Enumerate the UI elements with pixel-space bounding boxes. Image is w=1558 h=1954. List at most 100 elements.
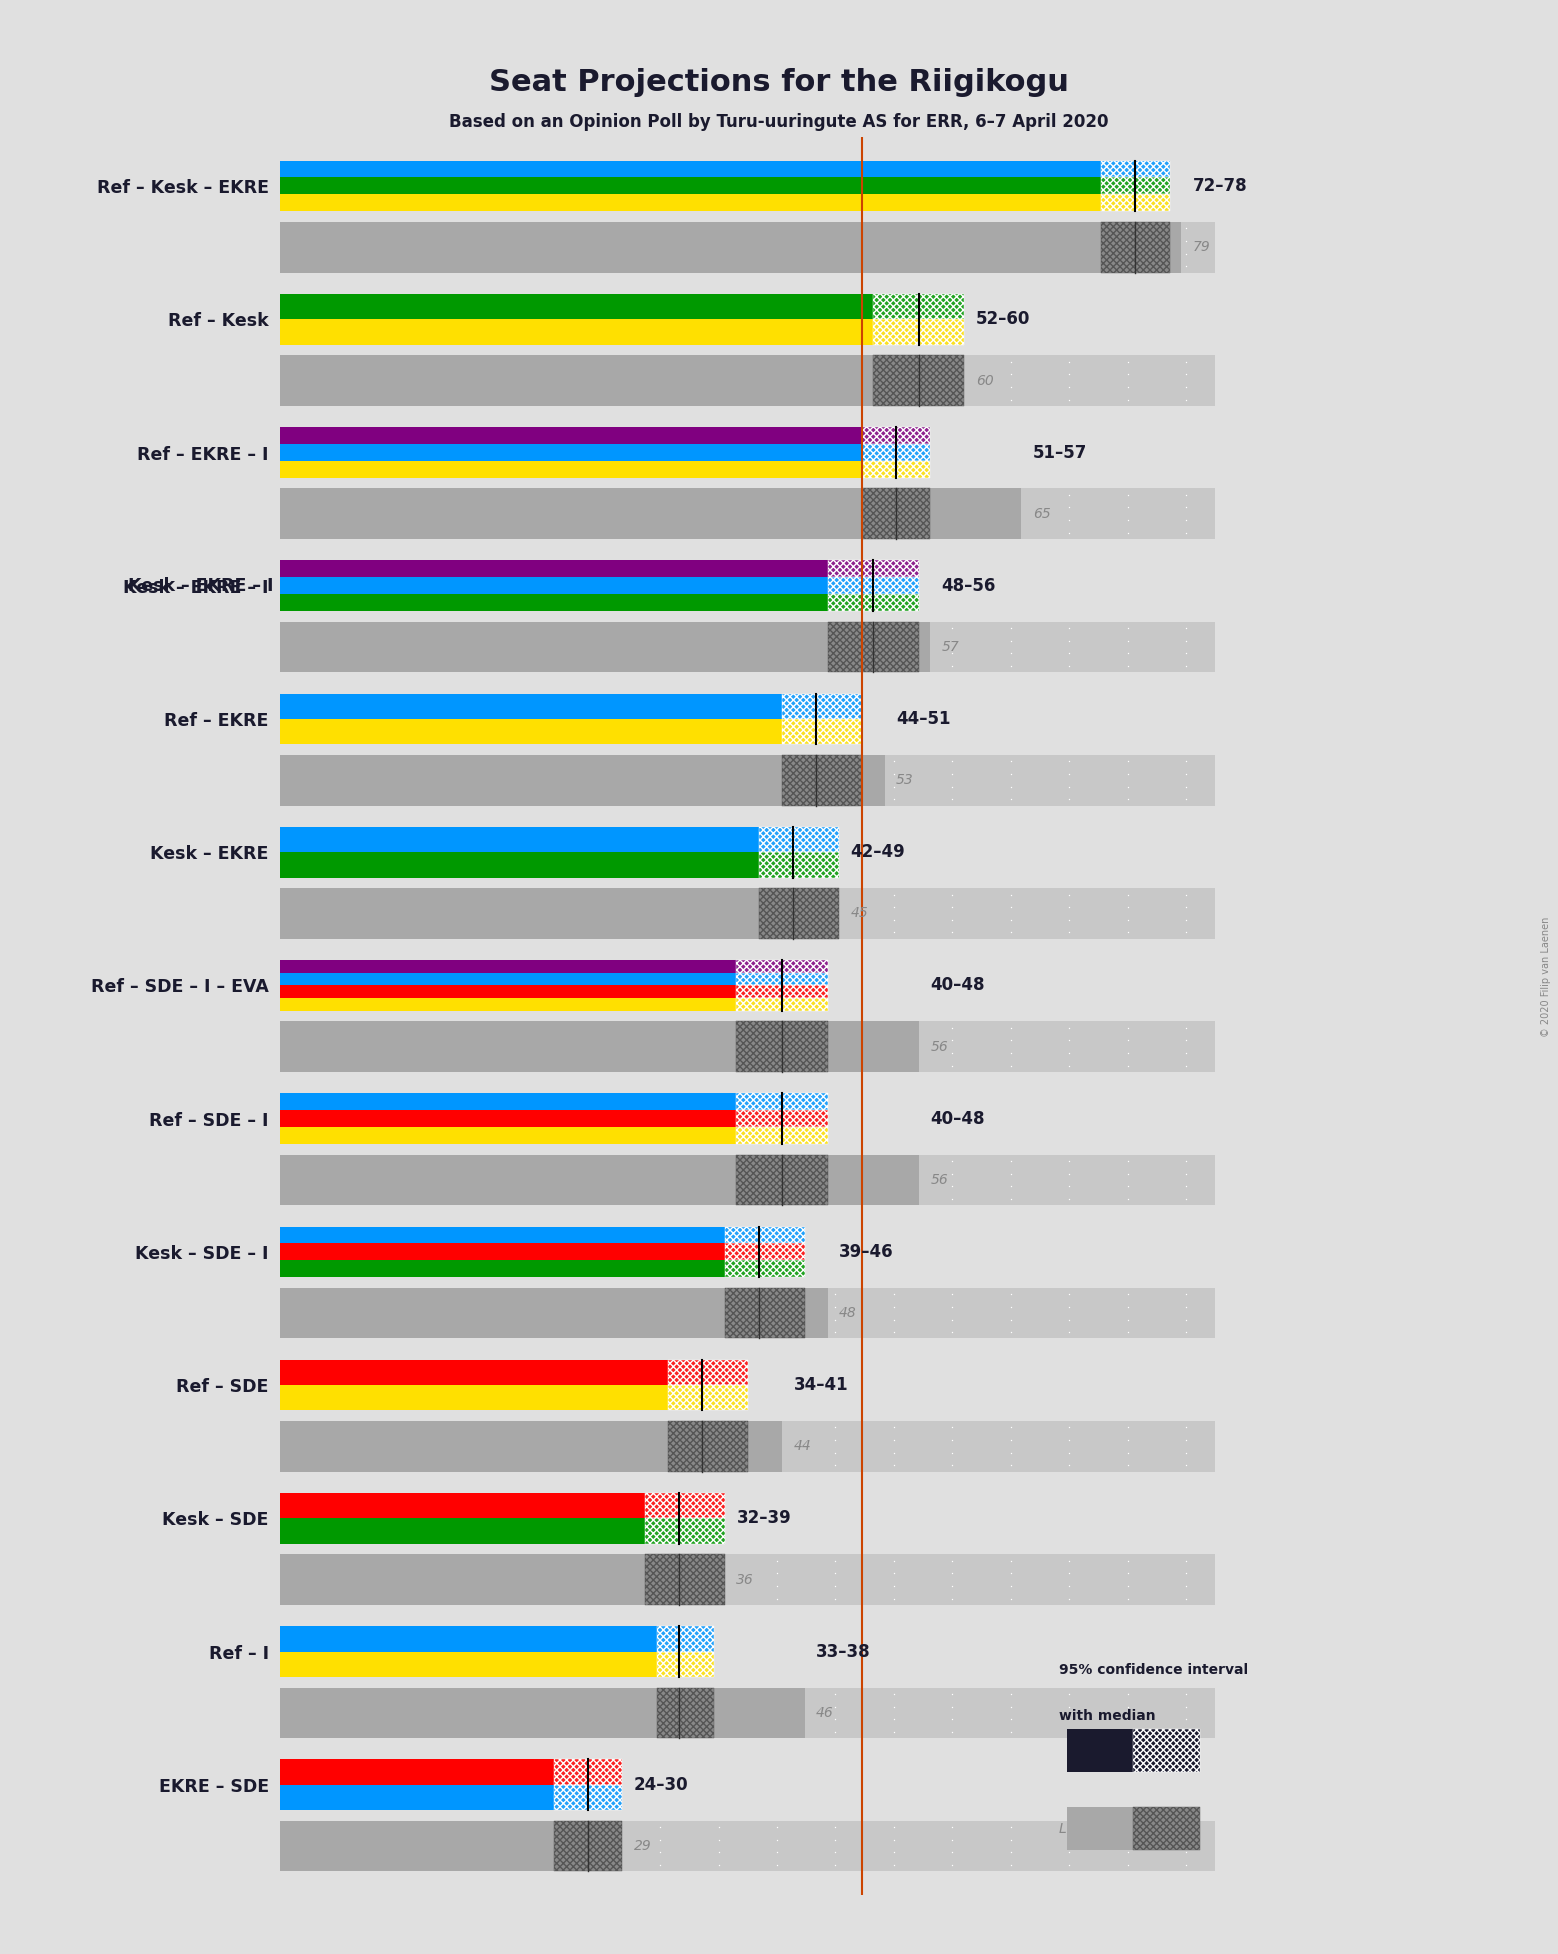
- Bar: [280, 561, 827, 576]
- Bar: [280, 488, 1215, 539]
- Bar: [280, 889, 1215, 938]
- Bar: [827, 594, 919, 612]
- Bar: [280, 1227, 724, 1243]
- Bar: [862, 428, 930, 444]
- Bar: [280, 1688, 805, 1739]
- Text: 42–49: 42–49: [851, 844, 905, 862]
- Bar: [280, 223, 1181, 274]
- Bar: [656, 1651, 714, 1677]
- Bar: [737, 998, 827, 1010]
- Bar: [737, 1155, 827, 1206]
- Bar: [668, 1421, 748, 1471]
- Bar: [737, 1110, 827, 1127]
- Bar: [668, 1385, 748, 1411]
- Bar: [280, 428, 862, 444]
- Bar: [827, 594, 919, 612]
- Bar: [862, 461, 930, 479]
- Bar: [280, 1688, 1215, 1739]
- Bar: [645, 1553, 724, 1604]
- Bar: [872, 293, 964, 319]
- Text: 48–56: 48–56: [941, 576, 996, 594]
- Bar: [724, 1260, 805, 1278]
- Bar: [862, 488, 930, 539]
- Bar: [724, 1227, 805, 1243]
- Bar: [724, 1288, 805, 1338]
- Text: Seat Projections for the Riigikogu: Seat Projections for the Riigikogu: [489, 68, 1069, 98]
- Text: 53: 53: [896, 774, 915, 787]
- Bar: [280, 1260, 724, 1278]
- Bar: [280, 1759, 555, 1784]
- Bar: [1102, 160, 1170, 178]
- Bar: [737, 985, 827, 998]
- Bar: [280, 1022, 919, 1073]
- Bar: [827, 576, 919, 594]
- Bar: [280, 827, 759, 852]
- Bar: [645, 1518, 724, 1544]
- Text: 79: 79: [1192, 240, 1211, 254]
- Text: 56: 56: [930, 1040, 947, 1053]
- Bar: [280, 1421, 782, 1471]
- Bar: [872, 293, 964, 319]
- Bar: [656, 1626, 714, 1651]
- Bar: [724, 1227, 805, 1243]
- Bar: [737, 1094, 827, 1110]
- Text: 36: 36: [737, 1573, 754, 1587]
- Bar: [724, 1243, 805, 1260]
- Bar: [280, 1155, 919, 1206]
- Bar: [862, 444, 930, 461]
- Bar: [782, 754, 862, 805]
- Bar: [737, 1110, 827, 1127]
- Bar: [827, 561, 919, 576]
- Bar: [656, 1688, 714, 1739]
- Bar: [759, 827, 840, 852]
- Bar: [280, 1821, 611, 1872]
- Bar: [280, 319, 872, 344]
- Bar: [280, 193, 1102, 211]
- Bar: [759, 889, 840, 938]
- Text: © 2020 Filip van Laenen: © 2020 Filip van Laenen: [1541, 916, 1550, 1038]
- Bar: [555, 1821, 623, 1872]
- Text: 65: 65: [1033, 506, 1050, 522]
- Bar: [737, 959, 827, 973]
- Bar: [759, 827, 840, 852]
- Bar: [862, 461, 930, 479]
- Bar: [782, 754, 862, 805]
- Bar: [737, 1155, 827, 1206]
- Bar: [280, 1784, 555, 1809]
- Bar: [280, 444, 862, 461]
- Bar: [1102, 193, 1170, 211]
- Bar: [280, 1553, 1215, 1604]
- Bar: [645, 1493, 724, 1518]
- Text: 40–48: 40–48: [930, 977, 985, 995]
- Bar: [656, 1651, 714, 1677]
- Bar: [724, 1288, 805, 1338]
- Bar: [668, 1360, 748, 1385]
- Bar: [645, 1518, 724, 1544]
- Text: 57: 57: [941, 641, 960, 655]
- Bar: [280, 1288, 827, 1338]
- Bar: [280, 959, 737, 973]
- Bar: [1102, 178, 1170, 193]
- Bar: [759, 852, 840, 877]
- Bar: [280, 754, 1215, 805]
- Bar: [280, 973, 737, 985]
- Bar: [280, 998, 737, 1010]
- Bar: [280, 621, 1215, 672]
- Bar: [1102, 223, 1170, 274]
- Text: 34–41: 34–41: [793, 1376, 848, 1393]
- Bar: [645, 1553, 724, 1604]
- Bar: [280, 889, 793, 938]
- Bar: [872, 356, 964, 406]
- Bar: [555, 1821, 623, 1872]
- Bar: [280, 1821, 1215, 1872]
- Bar: [782, 719, 862, 744]
- Bar: [555, 1784, 623, 1809]
- Bar: [872, 319, 964, 344]
- Bar: [280, 719, 782, 744]
- Bar: [555, 1759, 623, 1784]
- Bar: [737, 1127, 827, 1143]
- Bar: [1102, 193, 1170, 211]
- Bar: [280, 293, 872, 319]
- Bar: [280, 754, 885, 805]
- Bar: [827, 621, 919, 672]
